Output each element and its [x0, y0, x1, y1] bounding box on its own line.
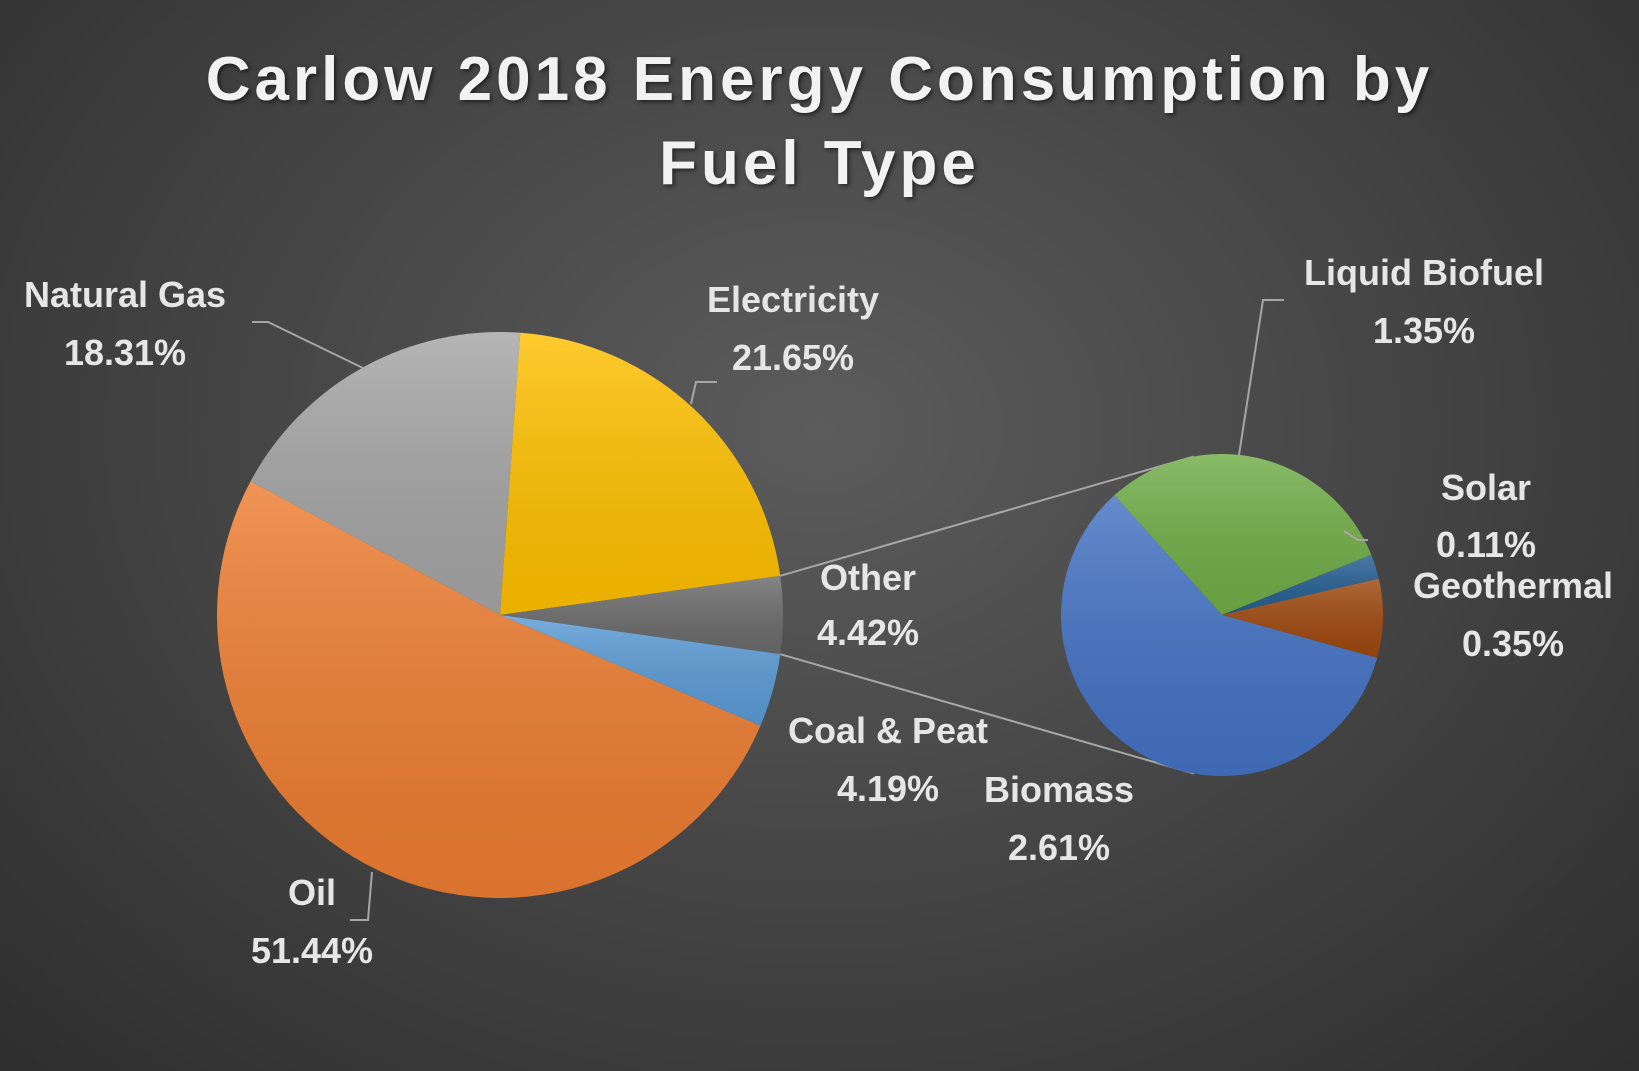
main-pie-slice-shine-oil	[217, 481, 761, 898]
label-leader-lines	[252, 299, 1368, 921]
connector-line-bottom	[779, 653, 1195, 775]
data-label-value-electricity: 21.65%	[732, 337, 854, 378]
secondary-pie-slice-shine-geothermal	[1222, 578, 1384, 658]
data-label-name-geothermal: Geothermal	[1413, 565, 1613, 606]
chart-title-line-2: Fuel Type	[659, 129, 980, 198]
leader-line-liquid-biofuel	[1238, 299, 1284, 456]
data-label-name-solar: Solar	[1441, 467, 1531, 508]
data-label-value-other: 4.42%	[817, 612, 919, 653]
data-label-value-geothermal: 0.35%	[1462, 623, 1564, 664]
data-label-value-biomass: 2.61%	[1008, 827, 1110, 868]
connector-line-top	[779, 455, 1195, 577]
data-label-value-natural-gas: 18.31%	[64, 332, 186, 373]
main-pie-slice-shine-electricity	[500, 332, 781, 615]
leader-line-solar	[1343, 530, 1368, 541]
leader-line-natural-gas	[252, 321, 364, 369]
data-label-value-coal-and-peat: 4.19%	[837, 768, 939, 809]
leader-line-oil	[350, 871, 373, 921]
secondary-pie	[1060, 453, 1384, 776]
data-label-name-liquid-biofuel: Liquid Biofuel	[1304, 252, 1544, 293]
data-label-name-oil: Oil	[288, 872, 336, 913]
data-label-name-electricity: Electricity	[707, 279, 879, 320]
data-label-value-oil: 51.44%	[251, 930, 373, 971]
chart-title-line-1: Carlow 2018 Energy Consumption by	[205, 45, 1434, 114]
secondary-pie-slice-shine-biomass	[1060, 495, 1378, 776]
data-label-name-other: Other	[820, 557, 916, 598]
main-pie	[217, 332, 784, 898]
data-label-name-biomass: Biomass	[984, 769, 1134, 810]
secondary-pie-slice-shine-liquid-biofuel	[1114, 453, 1372, 615]
leader-line-electricity	[690, 381, 717, 405]
data-labels: Oil 51.44% Natural Gas 18.31% Electricity 21.…	[24, 252, 1613, 971]
data-label-value-solar: 0.11%	[1436, 524, 1536, 565]
data-label-name-coal-and-peat: Coal & Peat	[788, 710, 988, 751]
main-pie-slice-shine-other	[500, 575, 784, 655]
main-pie-slice-shine-natural-gas	[250, 332, 521, 615]
secondary-pie-slice-shine-solar	[1222, 554, 1379, 615]
pie-connector-lines	[779, 455, 1195, 775]
data-label-value-liquid-biofuel: 1.35%	[1373, 310, 1475, 351]
data-label-name-natural-gas: Natural Gas	[24, 274, 226, 315]
main-pie-slice-shine-coal-and-peat	[500, 615, 781, 726]
